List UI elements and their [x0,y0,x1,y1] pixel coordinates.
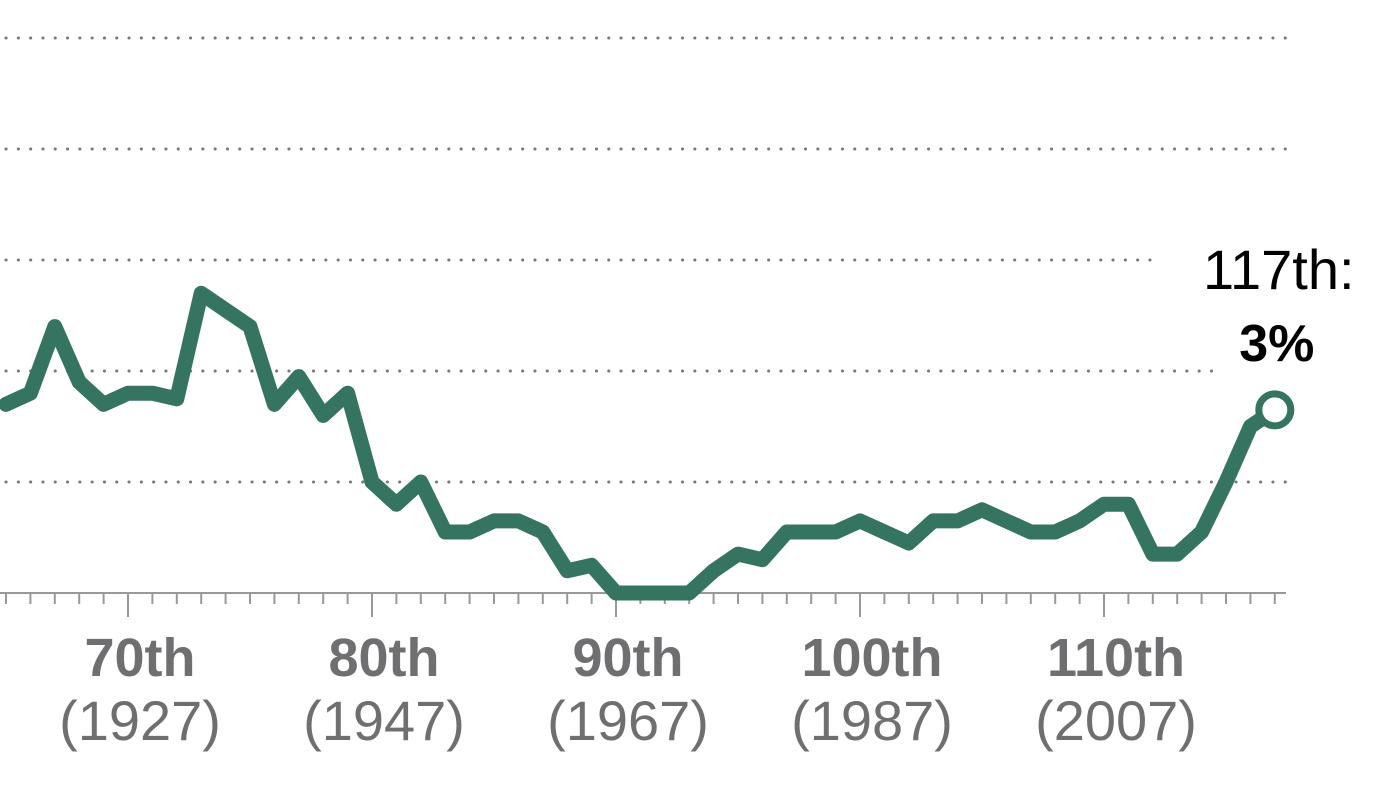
x-tick-label: 90th [572,628,683,688]
x-tick-year-label: (1927) [59,689,221,752]
series-layer [0,285,1295,601]
x-tick-year-label: (1967) [547,689,709,752]
end-point-marker [1255,390,1295,430]
annotation-value: 3% [1239,315,1314,373]
x-tick-year-label: (1987) [791,689,953,752]
x-tick-label: 70th [84,628,195,688]
series-line [0,285,1283,601]
x-tick-year-label: (2007) [1035,689,1197,752]
x-tick-label: 100th [801,628,942,688]
gridlines [4,36,1292,484]
x-axis: 70th(1927) 80th(1947) 90th(1967) 100th(1987… [0,592,1286,752]
end-annotation: 117th: 3% [1203,238,1355,373]
x-tick-label: 80th [328,628,439,688]
annotation-label: 117th: [1203,238,1355,301]
x-tick-year-label: (1947) [303,689,465,752]
x-tick-label: 110th [1047,628,1185,688]
